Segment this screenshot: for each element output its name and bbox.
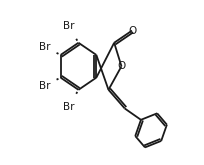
Text: Br: Br <box>39 81 50 91</box>
Text: O: O <box>117 61 126 71</box>
Text: Br: Br <box>63 21 74 31</box>
Text: Br: Br <box>63 102 74 112</box>
Text: Br: Br <box>39 42 50 52</box>
Text: O: O <box>128 26 136 36</box>
